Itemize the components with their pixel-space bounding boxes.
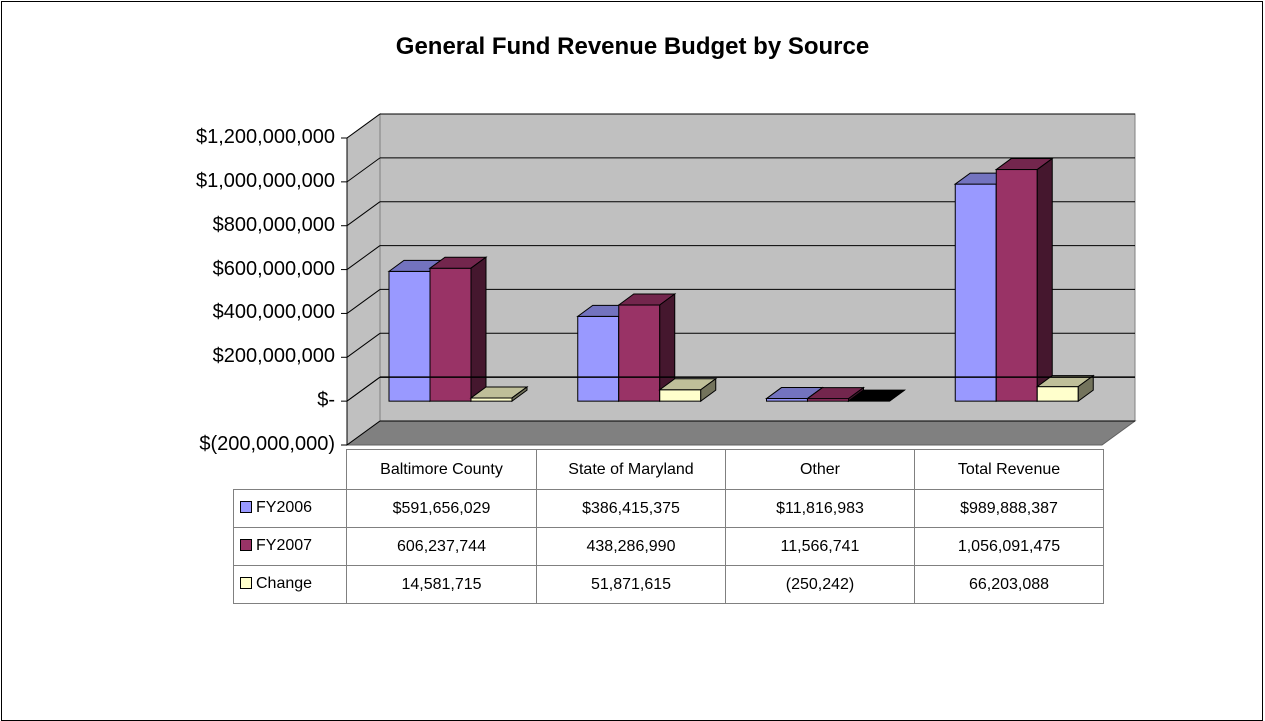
data-label: $386,415,375: [536, 489, 726, 528]
legend-label: FY2007: [256, 537, 313, 555]
series-row-change: Change 14,581,715 51,871,615 (250,242) 6…: [233, 565, 1104, 604]
bar-side: [700, 377, 717, 403]
data-label: 14,581,715: [346, 565, 537, 604]
bar-side: [511, 385, 528, 403]
bar-front: [429, 267, 472, 402]
data-label: $11,816,983: [725, 489, 915, 528]
gridline-side: [346, 420, 381, 446]
y-tick-label: $600,000,000: [212, 257, 335, 280]
bar-front: [659, 389, 702, 402]
bar-side: [1036, 157, 1053, 403]
y-tick-label: $400,000,000: [212, 301, 335, 324]
category-label: Other: [725, 449, 915, 490]
category-label: Baltimore County: [346, 449, 537, 490]
chart-title: General Fund Revenue Budget by Source: [395, 33, 870, 60]
bar-front: [388, 270, 431, 402]
bar-side: [889, 389, 905, 402]
data-label: $989,888,387: [914, 489, 1104, 528]
bar-side: [1077, 374, 1094, 403]
y-tick-label: $-: [317, 389, 335, 412]
category-label: State of Maryland: [536, 449, 726, 490]
y-tick-label: $800,000,000: [212, 213, 335, 236]
series-row-fy2007: FY2007 606,237,744 438,286,990 11,566,74…: [233, 527, 1104, 566]
gridline-side: [346, 289, 381, 314]
bar-side: [470, 256, 487, 403]
y-tick-label: $(200,000,000): [199, 433, 335, 455]
zero-line-side: [346, 376, 381, 402]
gridline-side: [346, 332, 381, 358]
legend-label: FY2006: [256, 499, 313, 517]
bar-front: [954, 183, 997, 402]
side-wall: [346, 113, 381, 446]
data-label: 438,286,990: [536, 527, 726, 566]
y-tick-label: $200,000,000: [212, 345, 335, 368]
floor: [345, 420, 1137, 446]
data-label: (250,242): [725, 565, 915, 604]
bar-front: [995, 169, 1038, 402]
data-label: 66,203,088: [914, 565, 1104, 604]
data-label: 11,566,741: [725, 527, 915, 566]
legend-swatch-fy2007: [240, 539, 252, 552]
data-label: 606,237,744: [346, 527, 537, 566]
legend-swatch-fy2006: [240, 501, 252, 514]
data-label: 51,871,615: [536, 565, 726, 604]
data-table: Baltimore County State of Maryland Other…: [233, 449, 1104, 604]
bar-front: [618, 304, 661, 402]
gridline-side: [346, 157, 381, 183]
bar-front: [1036, 386, 1079, 402]
legend-entry-fy2006: FY2006: [233, 489, 347, 528]
gridline-side: [346, 245, 381, 270]
data-label: $591,656,029: [346, 489, 537, 528]
y-tick-label: $1,200,000,000: [195, 126, 335, 148]
y-tick-label: $1,000,000,000: [195, 169, 335, 192]
legend-entry-fy2007: FY2007: [233, 527, 347, 566]
series-row-fy2006: FY2006 $591,656,029 $386,415,375 $11,816…: [233, 489, 1104, 528]
gridline-side: [346, 201, 381, 227]
bar-front: [577, 315, 620, 402]
gridline-side: [346, 113, 381, 139]
category-row: Baltimore County State of Maryland Other…: [234, 449, 1104, 490]
legend-swatch-change: [240, 577, 252, 590]
legend-label: Change: [256, 575, 313, 593]
legend-entry-change: Change: [233, 565, 347, 604]
data-label: 1,056,091,475: [914, 527, 1104, 566]
category-label: Total Revenue: [914, 449, 1104, 490]
blank-cell: [234, 450, 347, 490]
